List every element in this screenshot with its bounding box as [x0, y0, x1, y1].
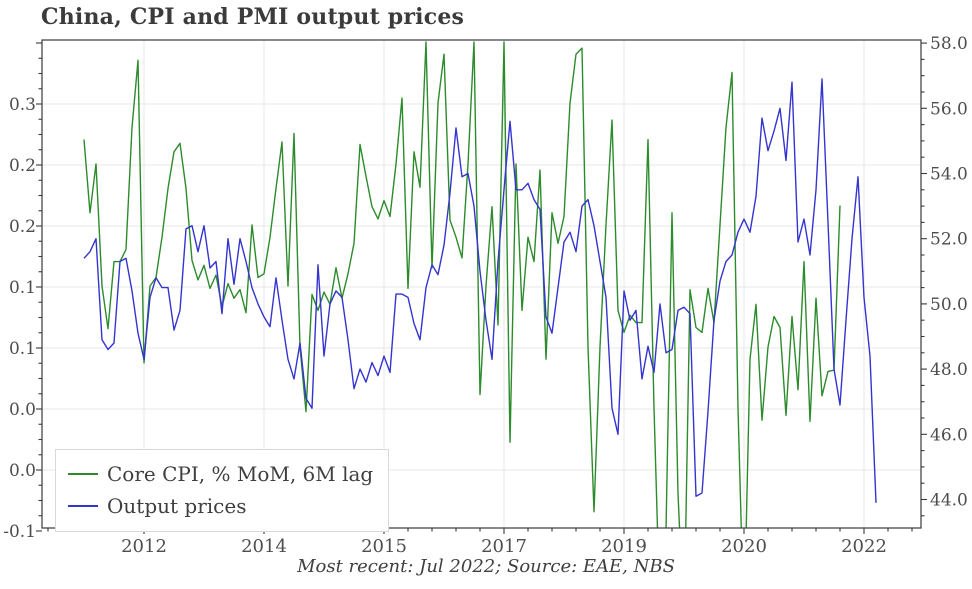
- svg-text:0.1: 0.1: [9, 278, 36, 298]
- chart-title: China, CPI and PMI output prices: [41, 4, 465, 30]
- svg-text:2012: 2012: [121, 536, 167, 557]
- svg-text:0.2: 0.2: [9, 156, 36, 176]
- svg-text:0.0: 0.0: [9, 461, 36, 481]
- source-caption: Most recent: Jul 2022; Source: EAE, NBS: [297, 556, 675, 577]
- legend-item-core-cpi: Core CPI, % MoM, 6M lag: [68, 458, 376, 490]
- svg-text:48.0: 48.0: [930, 360, 968, 380]
- cpi-line-swatch: [68, 473, 98, 475]
- svg-text:2019: 2019: [601, 536, 647, 557]
- svg-text:2017: 2017: [481, 536, 527, 557]
- svg-text:46.0: 46.0: [930, 425, 968, 445]
- legend-label-core-cpi: Core CPI, % MoM, 6M lag: [107, 462, 374, 486]
- svg-text:50.0: 50.0: [930, 295, 968, 315]
- svg-text:44.0: 44.0: [930, 491, 968, 511]
- svg-text:2022: 2022: [841, 536, 887, 557]
- svg-text:2020: 2020: [721, 536, 767, 557]
- svg-text:0.2: 0.2: [9, 217, 36, 237]
- output-prices-line-swatch: [68, 505, 98, 507]
- svg-text:54.0: 54.0: [930, 165, 968, 185]
- svg-text:-0.1: -0.1: [3, 522, 36, 542]
- svg-text:0.0: 0.0: [9, 400, 36, 420]
- svg-text:56.0: 56.0: [930, 99, 968, 119]
- svg-text:58.0: 58.0: [930, 34, 968, 54]
- svg-text:2015: 2015: [361, 536, 407, 557]
- legend-label-output-prices: Output prices: [107, 494, 247, 518]
- legend: Core CPI, % MoM, 6M lag Output prices: [55, 449, 389, 532]
- svg-text:0.3: 0.3: [9, 95, 36, 115]
- svg-text:0.1: 0.1: [9, 339, 36, 359]
- svg-text:52.0: 52.0: [930, 230, 968, 250]
- svg-text:2014: 2014: [241, 536, 287, 557]
- legend-item-output-prices: Output prices: [68, 490, 376, 522]
